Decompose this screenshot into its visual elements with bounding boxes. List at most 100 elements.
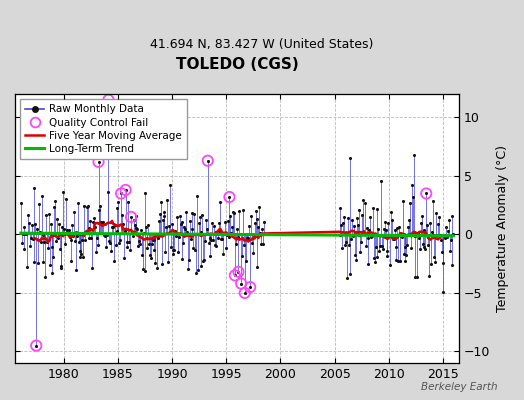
Point xyxy=(141,268,150,274)
Point xyxy=(93,242,102,249)
Point xyxy=(182,208,190,215)
Point xyxy=(93,235,101,241)
Point xyxy=(126,247,134,254)
Point xyxy=(341,242,349,248)
Point xyxy=(238,253,246,260)
Point xyxy=(90,214,98,221)
Point xyxy=(233,226,241,232)
Point xyxy=(18,240,26,246)
Point xyxy=(436,237,445,243)
Point xyxy=(119,254,128,261)
Point xyxy=(418,212,426,219)
Point xyxy=(427,261,435,268)
Point xyxy=(212,242,220,249)
Point xyxy=(53,216,61,222)
Point xyxy=(52,237,60,244)
Point xyxy=(157,199,165,206)
Point xyxy=(158,217,167,224)
Point xyxy=(31,221,39,227)
Point xyxy=(187,210,195,216)
Point xyxy=(404,223,412,230)
Point xyxy=(374,226,383,232)
Point xyxy=(343,274,351,281)
Point xyxy=(167,244,175,251)
Point xyxy=(199,258,208,265)
Point xyxy=(63,229,72,236)
Point xyxy=(242,258,250,264)
Point xyxy=(49,254,58,260)
Point xyxy=(239,207,247,214)
Point xyxy=(73,233,81,240)
Point xyxy=(431,258,440,265)
Point xyxy=(403,242,411,249)
Point xyxy=(360,231,368,238)
Point xyxy=(180,224,189,230)
Point xyxy=(38,232,47,238)
Point xyxy=(67,258,75,264)
Point xyxy=(83,204,91,211)
Point xyxy=(449,230,457,237)
Point xyxy=(380,219,389,226)
Point xyxy=(71,238,79,244)
Point xyxy=(47,221,55,228)
Point xyxy=(241,290,249,296)
Point xyxy=(123,243,132,250)
Point xyxy=(176,213,184,220)
Point xyxy=(128,233,137,239)
Point xyxy=(60,226,69,232)
Point xyxy=(173,213,181,220)
Point xyxy=(352,256,360,263)
Point xyxy=(234,269,243,275)
Point xyxy=(178,219,187,225)
Point xyxy=(344,242,353,249)
Point xyxy=(375,247,384,254)
Point xyxy=(365,226,374,233)
Point xyxy=(245,223,254,230)
Point xyxy=(257,241,265,247)
Point xyxy=(138,266,147,272)
Point xyxy=(387,209,395,216)
Point xyxy=(158,260,166,267)
Point xyxy=(130,222,139,228)
Point xyxy=(429,232,438,238)
Point xyxy=(358,212,366,218)
Point xyxy=(258,226,266,232)
Point xyxy=(190,211,199,217)
Point xyxy=(250,220,259,226)
Point xyxy=(244,235,253,241)
Point xyxy=(160,213,169,219)
Point xyxy=(78,237,86,243)
Point xyxy=(203,158,212,164)
Point xyxy=(397,233,405,240)
Point xyxy=(163,196,171,203)
Point xyxy=(412,230,421,236)
Point xyxy=(25,220,33,226)
Point xyxy=(162,224,170,230)
Point xyxy=(249,250,257,256)
Point xyxy=(409,152,418,158)
Point xyxy=(46,262,54,268)
Point xyxy=(74,238,83,245)
Point xyxy=(231,272,239,278)
Point xyxy=(97,219,105,225)
Point xyxy=(233,234,242,240)
Point xyxy=(413,274,421,281)
Point xyxy=(115,240,124,246)
Point xyxy=(217,235,225,242)
Point xyxy=(122,187,130,193)
Point xyxy=(89,219,97,225)
Point xyxy=(85,225,94,232)
Point xyxy=(410,274,419,280)
Point xyxy=(106,240,114,246)
Point xyxy=(122,239,130,246)
Point xyxy=(161,249,170,255)
Point xyxy=(50,204,59,210)
Point xyxy=(445,216,453,223)
Point xyxy=(104,97,113,103)
Point xyxy=(429,198,437,204)
Point xyxy=(77,251,85,257)
Point xyxy=(80,203,88,210)
Point xyxy=(164,259,172,266)
Point xyxy=(364,261,373,267)
Point xyxy=(189,245,198,252)
